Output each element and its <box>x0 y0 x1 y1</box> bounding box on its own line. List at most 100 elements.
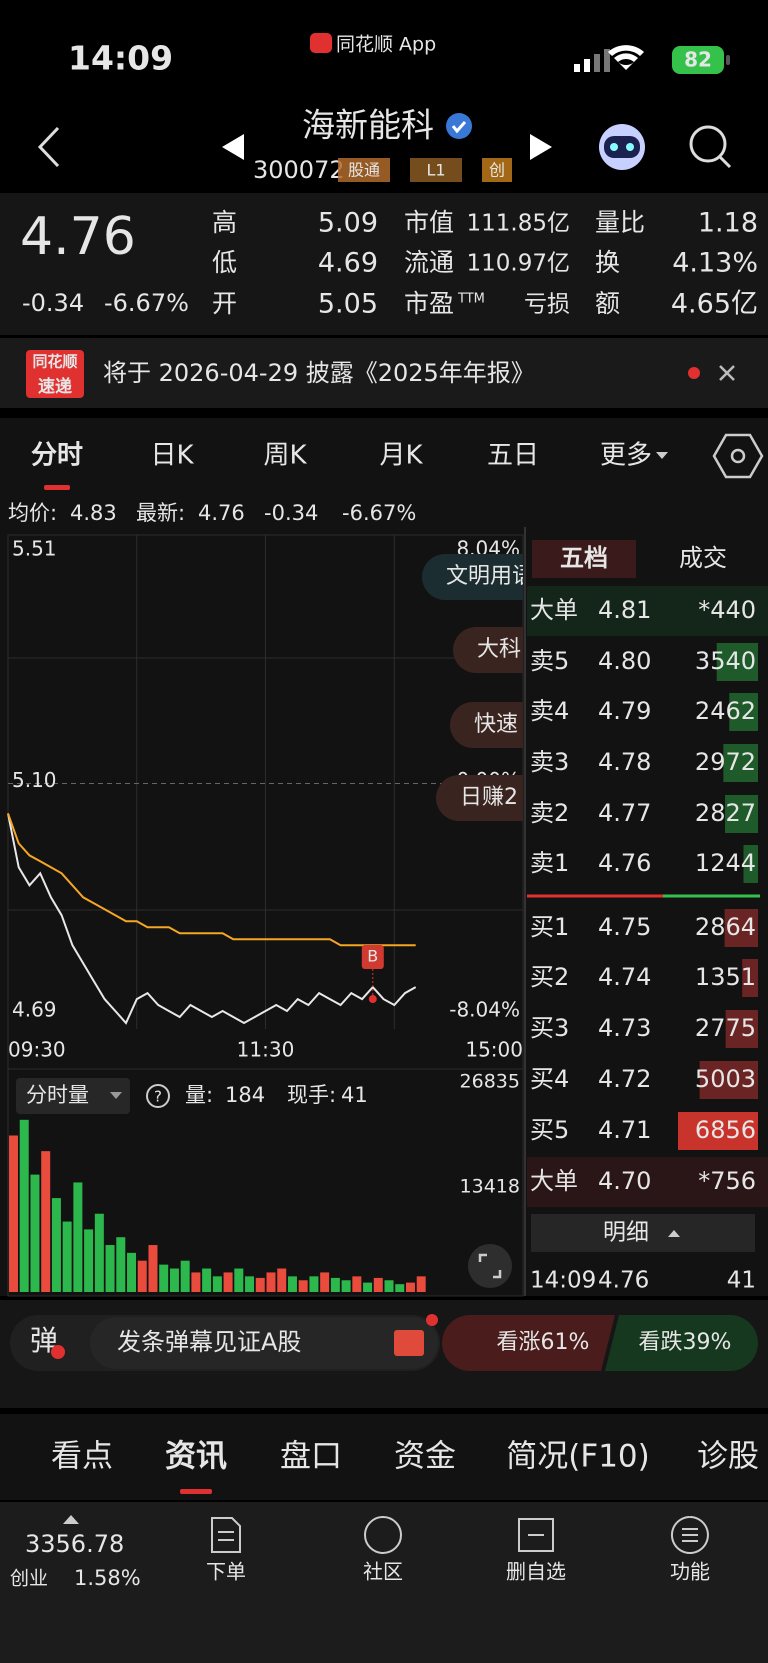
nav-item[interactable]: 社区 <box>363 1516 403 1584</box>
chart-tab[interactable]: 周K <box>263 441 307 471</box>
chart-tab[interactable]: 五日 <box>487 441 539 471</box>
volume-bar <box>363 1282 373 1292</box>
more-caret <box>656 452 668 459</box>
detail-button[interactable] <box>531 1214 755 1252</box>
volume-bar <box>266 1272 276 1292</box>
bear-button[interactable] <box>605 1315 758 1371</box>
index-value[interactable]: 3356.78 <box>25 1530 124 1558</box>
book-volume: 2462 <box>695 697 756 725</box>
nav-label: 社区 <box>363 1560 403 1584</box>
notice-dot <box>688 367 700 379</box>
depth-bar <box>725 795 758 833</box>
news-bubble[interactable] <box>436 775 636 821</box>
trade-marker-text: B <box>367 947 378 966</box>
y-tick-label: 26835 <box>460 1071 520 1093</box>
volume-bar <box>373 1277 383 1292</box>
danmu-field[interactable] <box>90 1317 438 1369</box>
field-label: 量比 <box>595 208 645 237</box>
help-icon[interactable] <box>146 1084 170 1108</box>
tag: 股通 <box>348 161 380 180</box>
trade-volume: 41 <box>727 1268 756 1294</box>
settings-button[interactable] <box>712 433 764 479</box>
notice-close[interactable] <box>719 365 735 381</box>
volume-bar <box>137 1260 147 1292</box>
trade-time: 14:09 <box>530 1268 596 1294</box>
volume-bar <box>202 1268 212 1292</box>
price-line <box>7 813 416 947</box>
book-price: 4.72 <box>598 1065 651 1093</box>
news-bubble-text: 日赚2 <box>460 785 518 810</box>
nav-item[interactable]: 功能 <box>670 1516 710 1584</box>
book-price: 4.81 <box>598 596 651 624</box>
book-label: 卖3 <box>530 748 569 776</box>
book-volume: 2972 <box>695 748 756 776</box>
info-tab[interactable]: 简况(F10) <box>506 1439 649 1475</box>
bull-button[interactable] <box>442 1315 615 1371</box>
gift-icon[interactable] <box>394 1330 424 1356</box>
search-button[interactable] <box>689 125 732 169</box>
volume-bar <box>116 1237 126 1292</box>
price-change-pct: -6.67% <box>104 289 189 317</box>
stock-name: 海新能科 <box>302 106 434 145</box>
volume-bar <box>148 1245 158 1292</box>
chart-tab[interactable]: 日K <box>150 441 194 471</box>
back-button[interactable] <box>37 126 60 168</box>
expand-button[interactable] <box>468 1244 512 1288</box>
field-value: 4.13% <box>672 248 758 279</box>
y2-tick-label: -8.04% <box>449 998 520 1022</box>
chart-tab[interactable]: 更多 <box>600 441 652 471</box>
book-tab[interactable]: 成交 <box>679 544 727 572</box>
volume-stat-label: 量: <box>185 1083 213 1107</box>
battery-level: 82 <box>684 48 712 72</box>
news-bubble[interactable] <box>422 554 622 600</box>
book-price: 4.78 <box>598 748 651 776</box>
info-tabs: 看点 资讯 盘口 资金 简况(F10) 诊股 <box>51 1439 759 1494</box>
volume-bar <box>159 1264 169 1292</box>
verified-check <box>451 121 467 134</box>
info-tab[interactable]: 资金 <box>394 1439 456 1475</box>
quote-bg <box>0 193 768 335</box>
info-tab[interactable]: 看点 <box>51 1439 113 1475</box>
x-tick-label: 11:30 <box>237 1038 295 1062</box>
notice-text[interactable]: 将于 2026-04-29 披露《2025年年报》 <box>103 359 535 387</box>
book-price: 4.74 <box>598 963 651 991</box>
nav-item[interactable]: 删自选 <box>506 1518 566 1584</box>
volume-selector[interactable] <box>16 1078 130 1114</box>
notice-logo <box>26 350 84 398</box>
volume-bar <box>30 1174 40 1292</box>
book-tab[interactable]: 五档 <box>560 544 608 572</box>
news-bubble[interactable] <box>453 627 653 673</box>
bear-text: 看跌39% <box>639 1330 732 1355</box>
chart-tab[interactable]: 分时 <box>31 441 83 471</box>
signal-icon <box>574 49 610 72</box>
news-bubble[interactable] <box>450 702 650 748</box>
info-tab[interactable]: 盘口 <box>280 1439 342 1475</box>
field-label: 高 <box>212 208 237 237</box>
depth-bar <box>699 1061 758 1099</box>
nav-bg <box>0 1502 768 1663</box>
volume-bar <box>277 1268 287 1292</box>
index-arrow <box>63 1515 79 1524</box>
nav-item[interactable]: 下单 <box>206 1517 246 1584</box>
volume-bar <box>51 1198 61 1292</box>
avg-price: 4.83 <box>70 501 117 525</box>
nav-label: 功能 <box>670 1560 710 1584</box>
volume-bar <box>223 1272 233 1292</box>
robot-button[interactable] <box>599 124 645 170</box>
prev-stock[interactable] <box>222 134 244 160</box>
chart-tab[interactable]: 月K <box>379 441 423 471</box>
info-tab[interactable]: 诊股 <box>697 1439 759 1475</box>
field-value: 1.18 <box>698 208 758 239</box>
book-tab-active[interactable] <box>532 540 636 578</box>
book-volume: 1244 <box>695 849 756 877</box>
info-tab[interactable]: 资讯 <box>165 1439 227 1475</box>
next-stock[interactable] <box>530 134 552 160</box>
tab-underline <box>44 485 70 490</box>
volume-stat-label: 现手: <box>287 1083 336 1107</box>
volume-bar <box>105 1245 115 1292</box>
news-bubble-text: 大科 <box>477 637 521 662</box>
